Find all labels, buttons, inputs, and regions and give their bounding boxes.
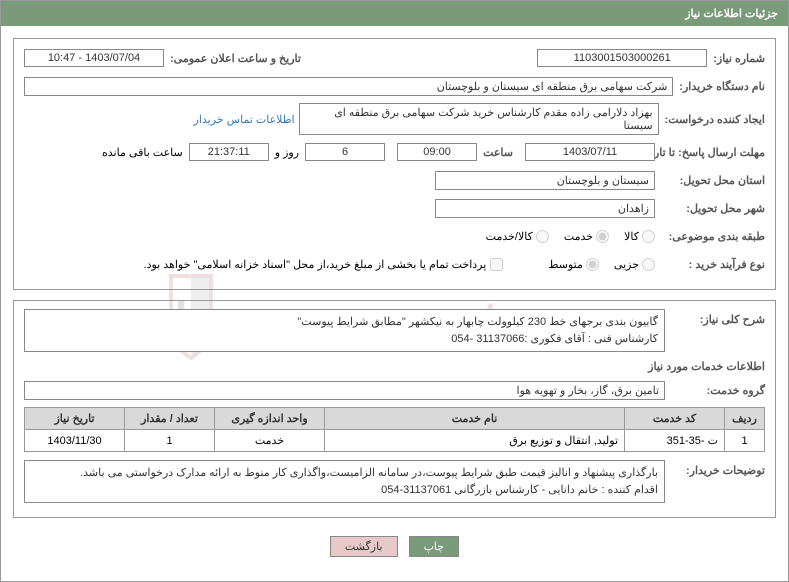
- button-row: چاپ بازگشت: [13, 528, 776, 569]
- buyer-notes-value: بارگذاری پیشنهاد و انالیز قیمت طبق شرایط…: [24, 460, 665, 503]
- requester-label: ایجاد کننده درخواست:: [659, 113, 765, 126]
- requester-value: بهزاد دلارامی زاده مقدم کارشناس خرید شرک…: [299, 103, 659, 135]
- services-table: ردیف کد خدمت نام خدمت واحد اندازه گیری ت…: [24, 407, 765, 452]
- goods-option-label: کالا: [624, 230, 639, 243]
- payment-note-label: پرداخت تمام یا بخشی از مبلغ خرید،از محل …: [144, 258, 487, 271]
- buyer-notes-line2: اقدام کننده : خانم دانایی - کارشناس بازر…: [31, 482, 658, 499]
- medium-radio: [586, 258, 599, 271]
- partial-radio: [642, 258, 655, 271]
- deadline-time-value: 09:00: [397, 143, 477, 161]
- services-heading: اطلاعات خدمات مورد نیاز: [24, 360, 765, 373]
- partial-option-label: جزیی: [614, 258, 639, 271]
- time-remaining-value: 21:37:11: [189, 143, 269, 161]
- row-service-group: گروه خدمت: تامین برق، گاز، بخار و تهویه …: [24, 379, 765, 401]
- row-buyer-org: نام دستگاه خریدار: شرکت سهامی برق منطقه …: [24, 75, 765, 97]
- announce-date-label: تاریخ و ساعت اعلان عمومی:: [164, 52, 301, 65]
- summary-line1: گابیون بندی برجهای خط 230 کیلوولت چابهار…: [31, 314, 658, 331]
- contact-link[interactable]: اطلاعات تماس خریدار: [194, 113, 295, 126]
- row-province: استان محل تحویل: سیستان و بلوچستان: [24, 169, 765, 191]
- row-requester: ایجاد کننده درخواست: بهزاد دلارامی زاده …: [24, 103, 765, 135]
- service-group-value: تامین برق، گاز، بخار و تهویه هوا: [24, 381, 665, 400]
- goods-service-radio: [536, 230, 549, 243]
- days-remaining-value: 6: [305, 143, 385, 161]
- details-section: شماره نیاز: 1103001503000261 تاریخ و ساع…: [13, 38, 776, 290]
- summary-line2: کارشناس فنی : آقای فکوری :31137066 -054: [31, 331, 658, 348]
- td-unit: خدمت: [215, 430, 325, 452]
- remaining-label: ساعت باقی مانده: [102, 146, 189, 159]
- td-date: 1403/11/30: [25, 430, 125, 452]
- summary-value: گابیون بندی برجهای خط 230 کیلوولت چابهار…: [24, 309, 665, 352]
- td-row: 1: [725, 430, 765, 452]
- th-unit: واحد اندازه گیری: [215, 408, 325, 430]
- td-qty: 1: [125, 430, 215, 452]
- category-label: طبقه بندی موضوعی:: [655, 230, 765, 243]
- buyer-org-label: نام دستگاه خریدار:: [673, 80, 765, 93]
- row-buyer-notes: توضیحات خریدار: بارگذاری پیشنهاد و انالی…: [24, 460, 765, 503]
- payment-checkbox: [490, 258, 503, 271]
- row-summary: شرح کلی نیاز: گابیون بندی برجهای خط 230 …: [24, 309, 765, 352]
- purchase-type-label: نوع فرآیند خرید :: [655, 258, 765, 271]
- need-number-label: شماره نیاز:: [707, 52, 765, 65]
- table-header-row: ردیف کد خدمت نام خدمت واحد اندازه گیری ت…: [25, 408, 765, 430]
- row-need-number: شماره نیاز: 1103001503000261 تاریخ و ساع…: [24, 47, 765, 69]
- service-group-label: گروه خدمت:: [665, 384, 765, 397]
- days-and-label: روز و: [269, 146, 305, 159]
- row-category: طبقه بندی موضوعی: کالا خدمت کالا/خدمت: [24, 225, 765, 247]
- main-panel: جزئیات اطلاعات نیاز AriaTender .net شمار…: [0, 0, 789, 582]
- panel-content: AriaTender .net شماره نیاز: 110300150300…: [1, 26, 788, 581]
- panel-title: جزئیات اطلاعات نیاز: [1, 1, 788, 26]
- back-button[interactable]: بازگشت: [330, 536, 398, 557]
- city-label: شهر محل تحویل:: [655, 202, 765, 215]
- deadline-label: مهلت ارسال پاسخ: تا تاریخ:: [655, 146, 765, 159]
- announce-date-value: 1403/07/04 - 10:47: [24, 49, 164, 67]
- table-row: 1 ت -35-351 تولید, انتقال و توزیع برق خد…: [25, 430, 765, 452]
- buyer-org-value: شرکت سهامی برق منطقه ای سیستان و بلوچستا…: [24, 77, 673, 96]
- service-option-label: خدمت: [564, 230, 593, 243]
- deadline-date-value: 1403/07/11: [525, 143, 655, 161]
- service-radio: [596, 230, 609, 243]
- goods-radio: [642, 230, 655, 243]
- td-code: ت -35-351: [625, 430, 725, 452]
- th-row: ردیف: [725, 408, 765, 430]
- row-city: شهر محل تحویل: زاهدان: [24, 197, 765, 219]
- buyer-notes-label: توضیحات خریدار:: [665, 460, 765, 477]
- td-name: تولید, انتقال و توزیع برق: [325, 430, 625, 452]
- row-purchase-type: نوع فرآیند خرید : جزیی متوسط پرداخت تمام…: [24, 253, 765, 275]
- th-qty: تعداد / مقدار: [125, 408, 215, 430]
- th-date: تاریخ نیاز: [25, 408, 125, 430]
- print-button[interactable]: چاپ: [409, 536, 460, 557]
- goods-service-option-label: کالا/خدمت: [486, 230, 533, 243]
- row-deadline: مهلت ارسال پاسخ: تا تاریخ: 1403/07/11 سا…: [24, 141, 765, 163]
- province-value: سیستان و بلوچستان: [435, 171, 655, 190]
- province-label: استان محل تحویل:: [655, 174, 765, 187]
- buyer-notes-line1: بارگذاری پیشنهاد و انالیز قیمت طبق شرایط…: [31, 465, 658, 482]
- th-code: کد خدمت: [625, 408, 725, 430]
- summary-section: شرح کلی نیاز: گابیون بندی برجهای خط 230 …: [13, 300, 776, 518]
- need-number-value: 1103001503000261: [537, 49, 707, 67]
- time-label: ساعت: [477, 146, 513, 159]
- summary-label: شرح کلی نیاز:: [665, 309, 765, 326]
- medium-option-label: متوسط: [548, 258, 583, 271]
- city-value: زاهدان: [435, 199, 655, 218]
- th-name: نام خدمت: [325, 408, 625, 430]
